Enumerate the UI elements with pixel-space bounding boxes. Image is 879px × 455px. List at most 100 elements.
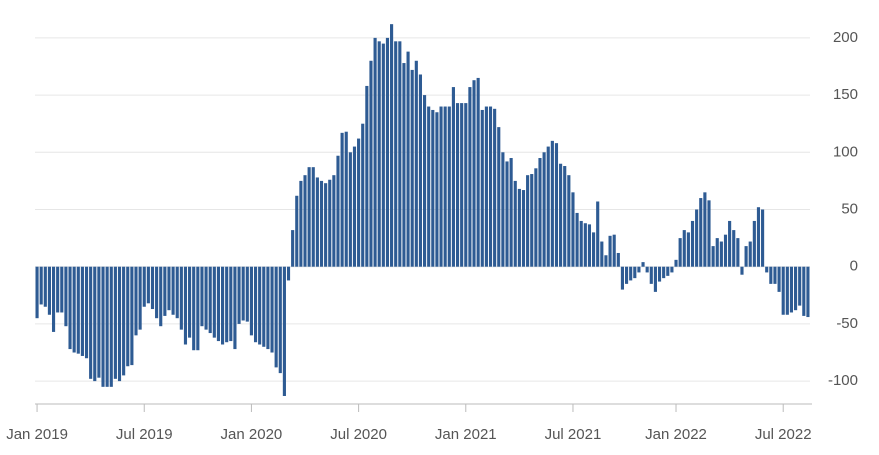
bar: [183, 266, 188, 345]
bar: [167, 266, 171, 311]
bar: [765, 266, 769, 273]
bar: [666, 266, 670, 276]
bar: [447, 106, 451, 267]
bar: [311, 167, 315, 267]
bar: [402, 63, 406, 267]
bar: [550, 140, 554, 267]
bar: [629, 266, 633, 281]
bar: [381, 43, 385, 267]
bar: [427, 106, 431, 267]
x-tick-label: Jan 2019: [6, 426, 68, 443]
bar: [266, 266, 270, 350]
bar: [653, 266, 657, 292]
bar: [802, 266, 806, 316]
bar: [146, 266, 150, 304]
bar: [530, 174, 534, 267]
bar: [744, 246, 748, 267]
x-tick-label: Jul 2022: [755, 426, 812, 443]
bar: [315, 177, 319, 267]
bar: [233, 266, 237, 350]
y-tick-label: 0: [850, 258, 858, 275]
bar: [703, 192, 707, 267]
bar: [488, 106, 493, 267]
bar: [80, 266, 84, 356]
x-tick-label: Jul 2019: [116, 426, 173, 443]
bar: [592, 232, 596, 267]
bar: [480, 109, 484, 267]
bar: [579, 220, 583, 267]
bar: [624, 266, 629, 284]
bar: [373, 37, 377, 267]
bar: [806, 266, 810, 318]
bar: [761, 209, 765, 267]
bar: [282, 266, 286, 396]
bar: [352, 146, 357, 267]
bar: [497, 127, 501, 267]
bar: [159, 266, 163, 327]
bar: [278, 266, 282, 374]
bar: [253, 266, 258, 343]
bar: [307, 167, 311, 267]
bar: [72, 266, 76, 353]
bar: [575, 212, 579, 267]
bar: [604, 255, 608, 267]
bar: [369, 60, 373, 267]
bar: [559, 163, 563, 267]
bar: [546, 146, 550, 267]
bar: [513, 180, 517, 267]
bar: [509, 158, 513, 267]
bar: [410, 69, 414, 267]
bar: [204, 266, 208, 330]
bar: [394, 41, 398, 267]
bar: [464, 103, 468, 267]
bar: [455, 103, 460, 267]
x-tick-label: Jan 2020: [221, 426, 283, 443]
bar: [303, 175, 307, 267]
bar: [505, 161, 509, 267]
bar: [674, 259, 678, 267]
bar: [484, 106, 488, 267]
bar: [225, 266, 229, 343]
bar: [567, 175, 571, 267]
bar: [113, 266, 117, 379]
bar: [600, 241, 604, 267]
bar: [291, 230, 295, 267]
bar: [142, 266, 146, 307]
bar: [68, 266, 72, 350]
bar: [649, 266, 653, 284]
bar: [657, 266, 662, 282]
bar: [163, 266, 167, 316]
bar: [728, 220, 732, 267]
y-tick-label: 200: [833, 29, 858, 46]
bar: [608, 235, 612, 267]
bar: [56, 266, 60, 313]
bar: [769, 266, 773, 284]
bar: [357, 138, 361, 267]
bar: [299, 180, 303, 267]
bar: [406, 51, 410, 267]
bar: [583, 223, 587, 267]
bar: [134, 266, 138, 336]
bar: [789, 266, 794, 313]
y-tick-label: 150: [833, 86, 858, 103]
bar: [686, 232, 690, 267]
y-tick-label: -100: [828, 372, 858, 389]
bar: [781, 266, 785, 315]
bar: [216, 266, 221, 342]
bar: [773, 266, 777, 284]
y-tick-label: 50: [841, 200, 858, 217]
bar: [385, 37, 390, 267]
bar: [777, 266, 781, 292]
bar: [563, 166, 567, 267]
bar: [756, 207, 761, 267]
bar: [155, 266, 159, 319]
bar: [245, 266, 249, 322]
y-tick-label: -50: [836, 315, 858, 332]
bar: [171, 266, 175, 315]
bar: [101, 266, 105, 387]
bar: [707, 200, 711, 267]
bar: [295, 195, 299, 267]
bar: [237, 266, 241, 324]
bar: [699, 198, 703, 267]
